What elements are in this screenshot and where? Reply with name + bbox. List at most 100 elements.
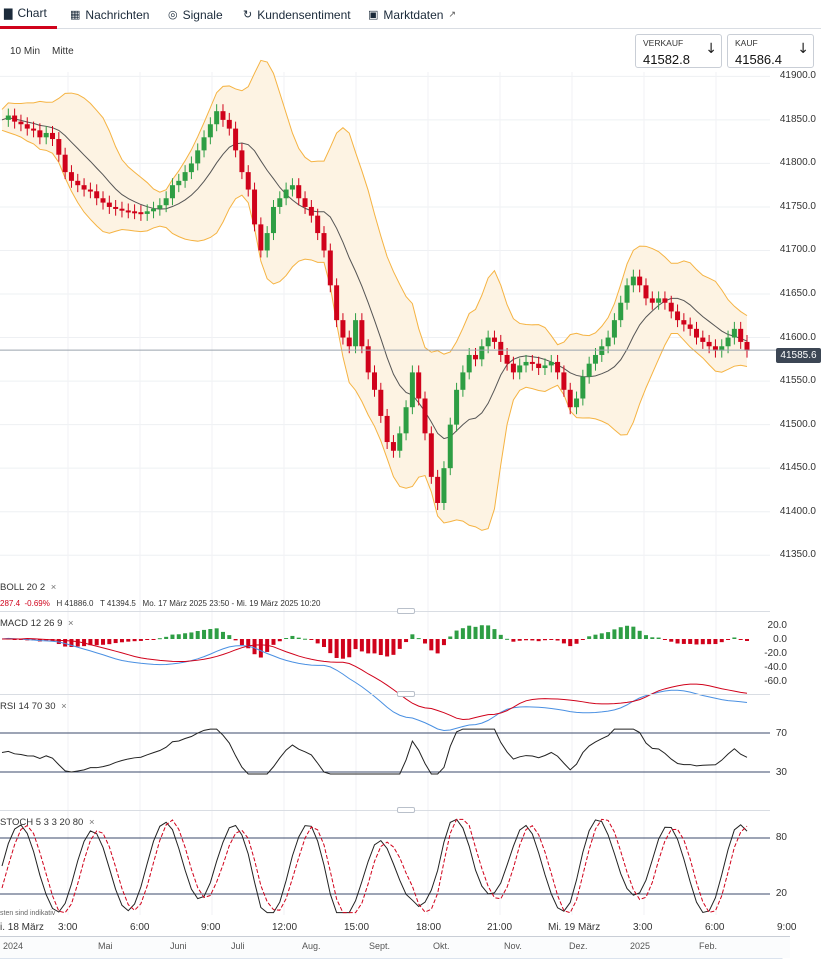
candle-body [447,424,453,469]
macd-line [1,637,748,732]
indicator-param: 12 [30,618,42,629]
macd-histogram-bar [75,639,80,647]
tab-chart[interactable]: ▇ Chart [0,0,57,29]
stoch-indicator-label[interactable]: STOCH 5 3 3 20 80 × [0,817,95,828]
y-tick-label: 41650.0 [779,288,816,300]
indicator-param: 14 [18,701,30,712]
candle-body [50,132,56,140]
tab-nachrichten[interactable]: ▦ Nachrichten [70,0,149,29]
candle-body [479,346,485,360]
time-axis-label: 3:00 [58,922,78,933]
candle-body [403,407,409,434]
candle-body [738,328,744,342]
close-icon[interactable]: × [88,817,95,828]
macd-histogram-bar [56,639,61,645]
macd-histogram-bar [454,630,459,639]
candle-body [712,346,718,351]
candle-body [321,233,327,251]
macd-histogram-bar [227,635,232,639]
close-icon[interactable]: × [61,701,67,712]
refresh-icon: ↻ [243,8,253,21]
macd-histogram-bar [486,625,491,639]
macd-tick: 0.0 [773,634,787,645]
macd-histogram-bar [719,639,724,643]
macd-indicator-label[interactable]: MACD 12 26 9 × [0,618,74,629]
navigator-label: 2024 [3,941,24,951]
panel-divider [0,611,770,612]
candle-body [188,163,194,173]
current-price-tag: 41585.6 [776,348,821,363]
candle-body [555,361,561,373]
candle-body [226,119,232,129]
macd-histogram-bar [145,639,150,640]
candle-body [353,320,359,347]
macd-tick: -60.0 [764,676,787,687]
macd-histogram-bar [303,638,308,640]
close-icon[interactable]: × [50,582,57,593]
macd-histogram-bar [707,639,712,645]
close-icon[interactable]: × [68,618,74,629]
y-tick-label: 41500.0 [779,418,816,430]
panel-resize-handle[interactable] [397,691,415,697]
sell-button[interactable]: VERKAUF 41582.8 ↓ [635,34,722,68]
macd-histogram-bar [574,639,579,644]
low-value: T 41394.5 [99,599,136,608]
macd-histogram-bar [214,628,219,639]
date-range: Mo. 17 März 2025 23:50 - Mi. 19 März 202… [142,599,321,608]
macd-histogram-bar [441,639,446,646]
candle-body [416,372,422,399]
macd-histogram-bar [618,627,623,639]
rsi-indicator-label[interactable]: RSI 14 70 30 × [0,701,67,712]
macd-histogram-bar [176,634,181,639]
tab-signale[interactable]: ◎ Signale [168,0,223,29]
candle-body [422,398,428,434]
panel-resize-handle[interactable] [397,807,415,813]
macd-histogram-bar [113,639,118,644]
candle-body [681,320,687,325]
price-type-selector[interactable]: Mitte [52,46,74,57]
buy-button[interactable]: KAUF 41586.4 ↓ [727,34,814,68]
candle-body [523,361,529,366]
candle-body [277,198,283,207]
stoch-d-line [1,818,748,914]
indicator-name: BOLL [0,582,24,593]
bollinger-upper-band [1,59,748,355]
macd-histogram-bar [631,626,636,639]
macd-histogram-bar [423,639,428,644]
macd-histogram-bar [321,639,326,648]
candle-body [94,191,100,199]
macd-histogram-bar [745,639,749,641]
candle-body [315,215,321,234]
macd-histogram-bar [378,639,383,656]
tab-marktdaten[interactable]: ▣ Marktdaten ↗ [368,0,456,29]
time-navigator[interactable] [0,936,790,958]
macd-histogram-bar [101,639,106,645]
indicator-param: 9 [57,618,63,629]
rsi-tick: 30 [775,767,787,778]
indicator-param: 20 [26,582,38,593]
macd-tick: -40.0 [764,662,787,673]
candle-body [62,154,68,173]
stoch-tick: 20 [775,888,787,899]
tab-kundensentiment[interactable]: ↻ Kundensentiment [243,0,351,29]
candle-body [630,276,636,286]
interval-selector[interactable]: 10 Min [10,46,41,57]
macd-histogram-bar [107,639,112,645]
macd-signal-line [2,637,748,721]
candle-body [258,224,264,251]
navigator-label: Aug. [302,941,321,951]
panel-resize-handle[interactable] [397,608,415,614]
candle-body [466,354,472,373]
macd-histogram-bar [334,639,339,658]
candle-body [157,205,163,209]
signal-icon: ◎ [168,8,178,21]
boll-indicator-label[interactable]: BOLL 20 2 × [0,582,56,593]
candle-body [561,372,567,390]
candle-body [151,208,157,212]
navigator-label: Juni [170,941,187,951]
macd-histogram-bar [126,639,131,642]
candle-body [169,185,175,199]
macd-histogram-bar [606,632,611,639]
tab-label: Kundensentiment [257,7,351,22]
